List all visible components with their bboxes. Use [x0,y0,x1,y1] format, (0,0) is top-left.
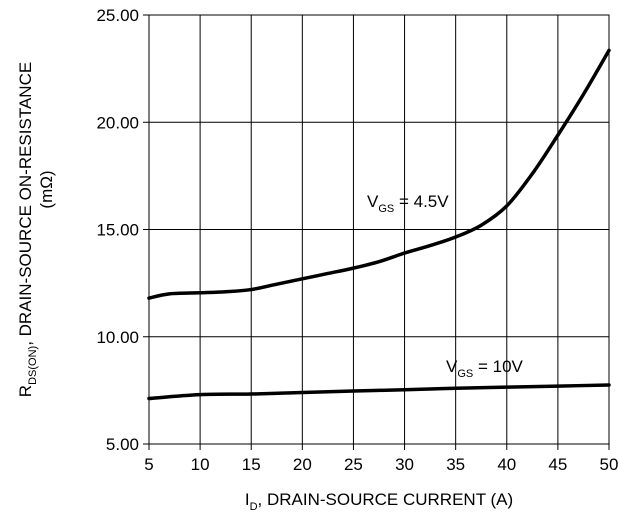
y-axis-unit: (mΩ) [37,170,56,208]
y-axis-label-sub: DS(ON) [27,346,39,385]
series-label-rest: = 10V [473,357,523,376]
series-line-vgs-10v [147,383,611,401]
x-tick-label: 30 [395,455,414,474]
x-tick-labels: 5 10 15 20 25 30 35 40 45 50 [144,455,618,474]
x-tick-label: 40 [497,455,516,474]
series-label-main: V [367,192,379,211]
plot-frame [148,14,610,445]
x-tick-label: 50 [600,455,619,474]
series-line-vgs-4-5v [147,48,611,300]
y-tick-label: 25.00 [96,6,139,25]
series-label-sub: GS [378,203,394,215]
y-tick-label: 5.00 [106,435,139,454]
x-tick-label: 20 [293,455,312,474]
x-tick-label: 45 [548,455,567,474]
x-tick-label: 5 [144,455,153,474]
x-tick-label: 10 [191,455,210,474]
series-label-rest: = 4.5V [394,192,449,211]
y-axis-label-rest: , DRAIN-SOURCE ON-RESISTANCE [16,62,35,346]
y-axis-label-main: R [16,385,35,397]
y-tick-labels: 5.00 10.00 15.00 20.00 25.00 [96,6,139,454]
x-axis-label-main: I [245,490,250,509]
x-axis-label-rest: , DRAIN-SOURCE CURRENT (A) [258,490,514,509]
series-label-vgs-4-5v: VGS = 4.5V [367,192,449,215]
series-label-vgs-10v: VGS = 10V [446,357,524,380]
x-tick-label: 15 [242,455,261,474]
y-tick-label: 20.00 [96,113,139,132]
x-tick-label: 35 [446,455,465,474]
y-tick-label: 15.00 [96,221,139,240]
x-axis-label-sub: D [250,501,258,513]
y-axis-label: RDS(ON), DRAIN-SOURCE ON-RESISTANCE [16,62,39,397]
x-axis-label: ID, DRAIN-SOURCE CURRENT (A) [245,490,513,513]
series-label-main: V [446,357,458,376]
x-tick-label: 25 [344,455,363,474]
curves [147,48,611,401]
y-tick-label: 10.00 [96,328,139,347]
series-label-sub: GS [457,368,473,380]
